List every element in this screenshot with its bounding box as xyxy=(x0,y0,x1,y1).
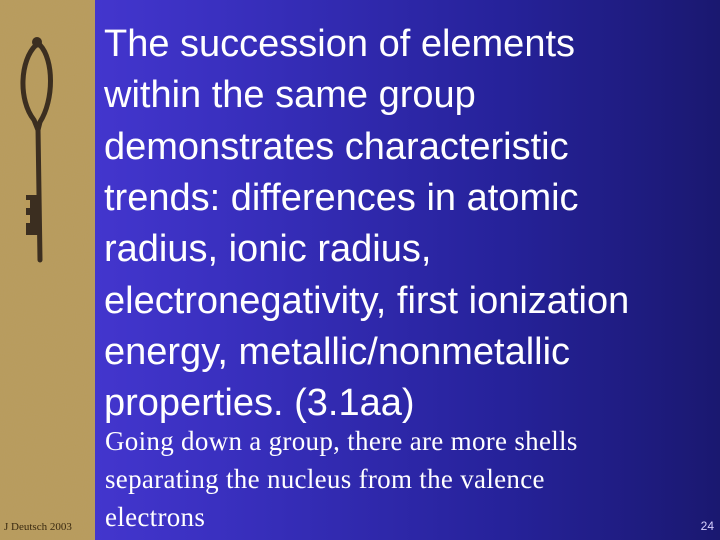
title-line: radius, ionic radius, xyxy=(104,228,432,271)
body-line: electrons xyxy=(105,502,206,532)
title-line: properties. (3.1aa) xyxy=(104,382,415,425)
body-line: separating the nucleus from the valence xyxy=(105,464,545,494)
title-line: The succession of elements xyxy=(104,23,576,65)
body-line: Going down a group, there are more shell… xyxy=(105,426,578,456)
title-line: electronegativity, first ionization xyxy=(104,279,630,322)
key-image-panel xyxy=(0,0,95,540)
title-line: energy, metallic/nonmetallic xyxy=(104,330,571,373)
title-line: within the same group xyxy=(104,74,476,117)
page-number: 24 xyxy=(700,519,714,533)
title-line: demonstrates characteristic xyxy=(104,125,569,168)
title-line: trends: differences in atomic xyxy=(104,176,579,219)
footer: J Deutsch 2003 xyxy=(4,521,72,533)
